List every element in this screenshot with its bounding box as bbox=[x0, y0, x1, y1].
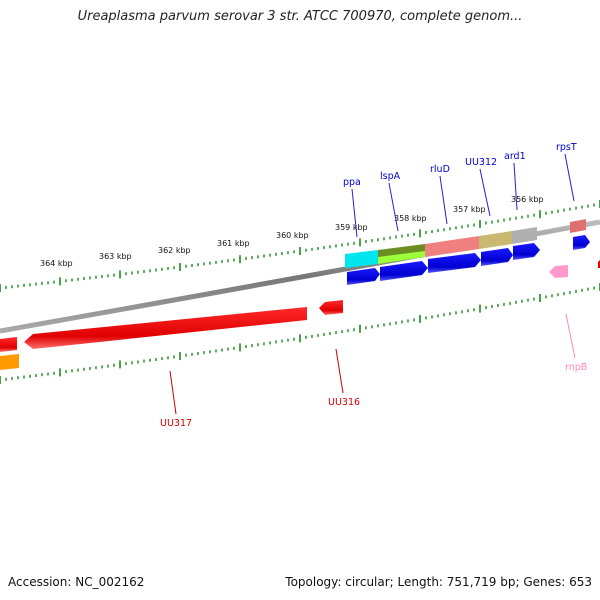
scale-label-364: 364 kbp bbox=[40, 259, 73, 268]
forward-leader-lines bbox=[351, 153, 575, 238]
leader-rnpB bbox=[565, 313, 576, 359]
reverse-leader-lines bbox=[169, 313, 576, 415]
category-band bbox=[345, 219, 586, 268]
gene-left-orange-arrow[interactable] bbox=[0, 354, 19, 370]
scale-label-358: 358 kbp bbox=[394, 214, 427, 223]
band-segment-khaki bbox=[479, 231, 512, 249]
leader-UU317 bbox=[169, 370, 177, 415]
band-segment-cyan bbox=[345, 250, 378, 268]
band-segment-salmon bbox=[425, 236, 479, 257]
gene-label-ard1[interactable]: ard1 bbox=[504, 151, 526, 162]
forward-scale-ruler bbox=[0, 200, 600, 292]
gene-label-rpsT[interactable]: rpsT bbox=[556, 142, 577, 153]
gene-lspA-arrow[interactable] bbox=[380, 261, 428, 281]
gene-UU312-arrow[interactable] bbox=[481, 248, 513, 266]
scale-label-361: 361 kbp bbox=[217, 239, 250, 248]
band-segment-rose bbox=[570, 219, 586, 233]
gene-label-lspA[interactable]: lspA bbox=[380, 171, 401, 182]
scale-label-357: 357 kbp bbox=[453, 205, 486, 214]
band-segment-gray bbox=[512, 227, 537, 244]
leader-ard1 bbox=[513, 162, 518, 211]
leader-UU312 bbox=[479, 168, 491, 217]
gene-label-UU317[interactable]: UU317 bbox=[160, 418, 192, 429]
gene-label-UU312[interactable]: UU312 bbox=[465, 157, 497, 168]
leader-rluD bbox=[439, 175, 448, 225]
gene-UU316-arrow[interactable] bbox=[319, 300, 343, 315]
gene-left-red-arrow[interactable] bbox=[0, 337, 17, 352]
map-title: Ureaplasma parvum serovar 3 str. ATCC 70… bbox=[77, 9, 523, 24]
scale-label-359: 359 kbp bbox=[335, 223, 368, 232]
scale-label-360: 360 kbp bbox=[276, 231, 309, 240]
reverse-scale-ruler bbox=[0, 283, 600, 384]
band-segment-lime bbox=[378, 251, 425, 264]
gene-UU317-arrow[interactable] bbox=[24, 307, 307, 349]
leader-lspA bbox=[388, 182, 399, 232]
scale-label-356: 356 kbp bbox=[511, 195, 544, 204]
gene-rnpB-arrow[interactable] bbox=[549, 265, 568, 278]
accession-text: Accession: NC_002162 bbox=[8, 575, 145, 589]
genome-summary-text: Topology: circular; Length: 751,719 bp; … bbox=[285, 575, 592, 589]
leader-UU316 bbox=[335, 348, 344, 394]
scale-label-363: 363 kbp bbox=[99, 252, 132, 261]
gene-label-rluD[interactable]: rluD bbox=[430, 164, 450, 175]
gene-rluD-arrow[interactable] bbox=[428, 253, 481, 273]
gene-ard1-arrow[interactable] bbox=[513, 243, 540, 260]
leader-rpsT bbox=[564, 153, 575, 202]
scale-label-362: 362 kbp bbox=[158, 246, 191, 255]
reverse-genes bbox=[0, 260, 600, 370]
leader-ppa bbox=[351, 188, 358, 238]
gene-label-UU316[interactable]: UU316 bbox=[328, 397, 360, 408]
gene-rpsT-arrow[interactable] bbox=[573, 235, 590, 250]
forward-genes bbox=[347, 235, 590, 285]
gene-label-rnpB[interactable]: rnpB bbox=[565, 362, 587, 373]
gene-label-ppa[interactable]: ppa bbox=[343, 177, 361, 188]
gene-ppa-arrow[interactable] bbox=[347, 268, 380, 285]
